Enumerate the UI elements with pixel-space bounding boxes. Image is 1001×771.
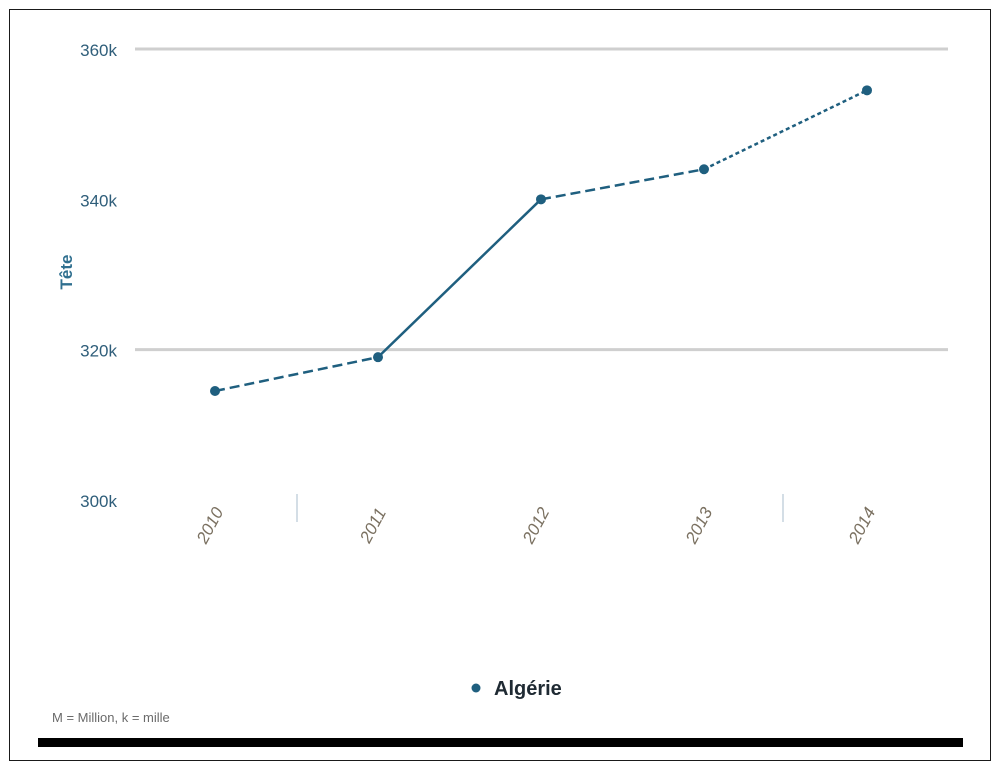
series-line-segment bbox=[214, 355, 379, 393]
legend[interactable]: Algérie bbox=[471, 678, 562, 700]
x-axis: 2010 2011 2012 2013 2014 bbox=[192, 494, 879, 547]
bottom-bar bbox=[38, 738, 963, 747]
x-tick-label: 2014 bbox=[844, 504, 879, 547]
y-axis: 300k 320k 340k 360k bbox=[80, 41, 117, 511]
y-tick-label: 320k bbox=[80, 342, 117, 361]
legend-marker bbox=[471, 683, 481, 693]
series-line-segment bbox=[377, 198, 542, 359]
y-tick-label: 300k bbox=[80, 492, 117, 511]
data-point[interactable] bbox=[536, 194, 546, 205]
series-line-segment bbox=[703, 89, 868, 171]
data-point[interactable] bbox=[862, 85, 872, 96]
x-tick-label: 2010 bbox=[192, 504, 227, 548]
data-point[interactable] bbox=[699, 164, 709, 175]
y-axis-title: Tête bbox=[57, 255, 76, 290]
footnote: M = Million, k = mille bbox=[52, 710, 170, 725]
x-tick-label: 2013 bbox=[681, 504, 716, 548]
series-layer bbox=[210, 85, 872, 397]
x-tick-label: 2012 bbox=[518, 504, 553, 548]
grid-layer bbox=[135, 47, 948, 352]
legend-label: Algérie bbox=[494, 678, 562, 700]
chart-frame bbox=[9, 9, 991, 761]
data-point[interactable] bbox=[210, 386, 220, 397]
x-tick-label: 2011 bbox=[356, 505, 390, 547]
series-line-segment bbox=[540, 168, 705, 201]
data-point[interactable] bbox=[373, 352, 383, 363]
y-tick-label: 340k bbox=[80, 191, 117, 210]
y-tick-label: 360k bbox=[80, 41, 117, 60]
